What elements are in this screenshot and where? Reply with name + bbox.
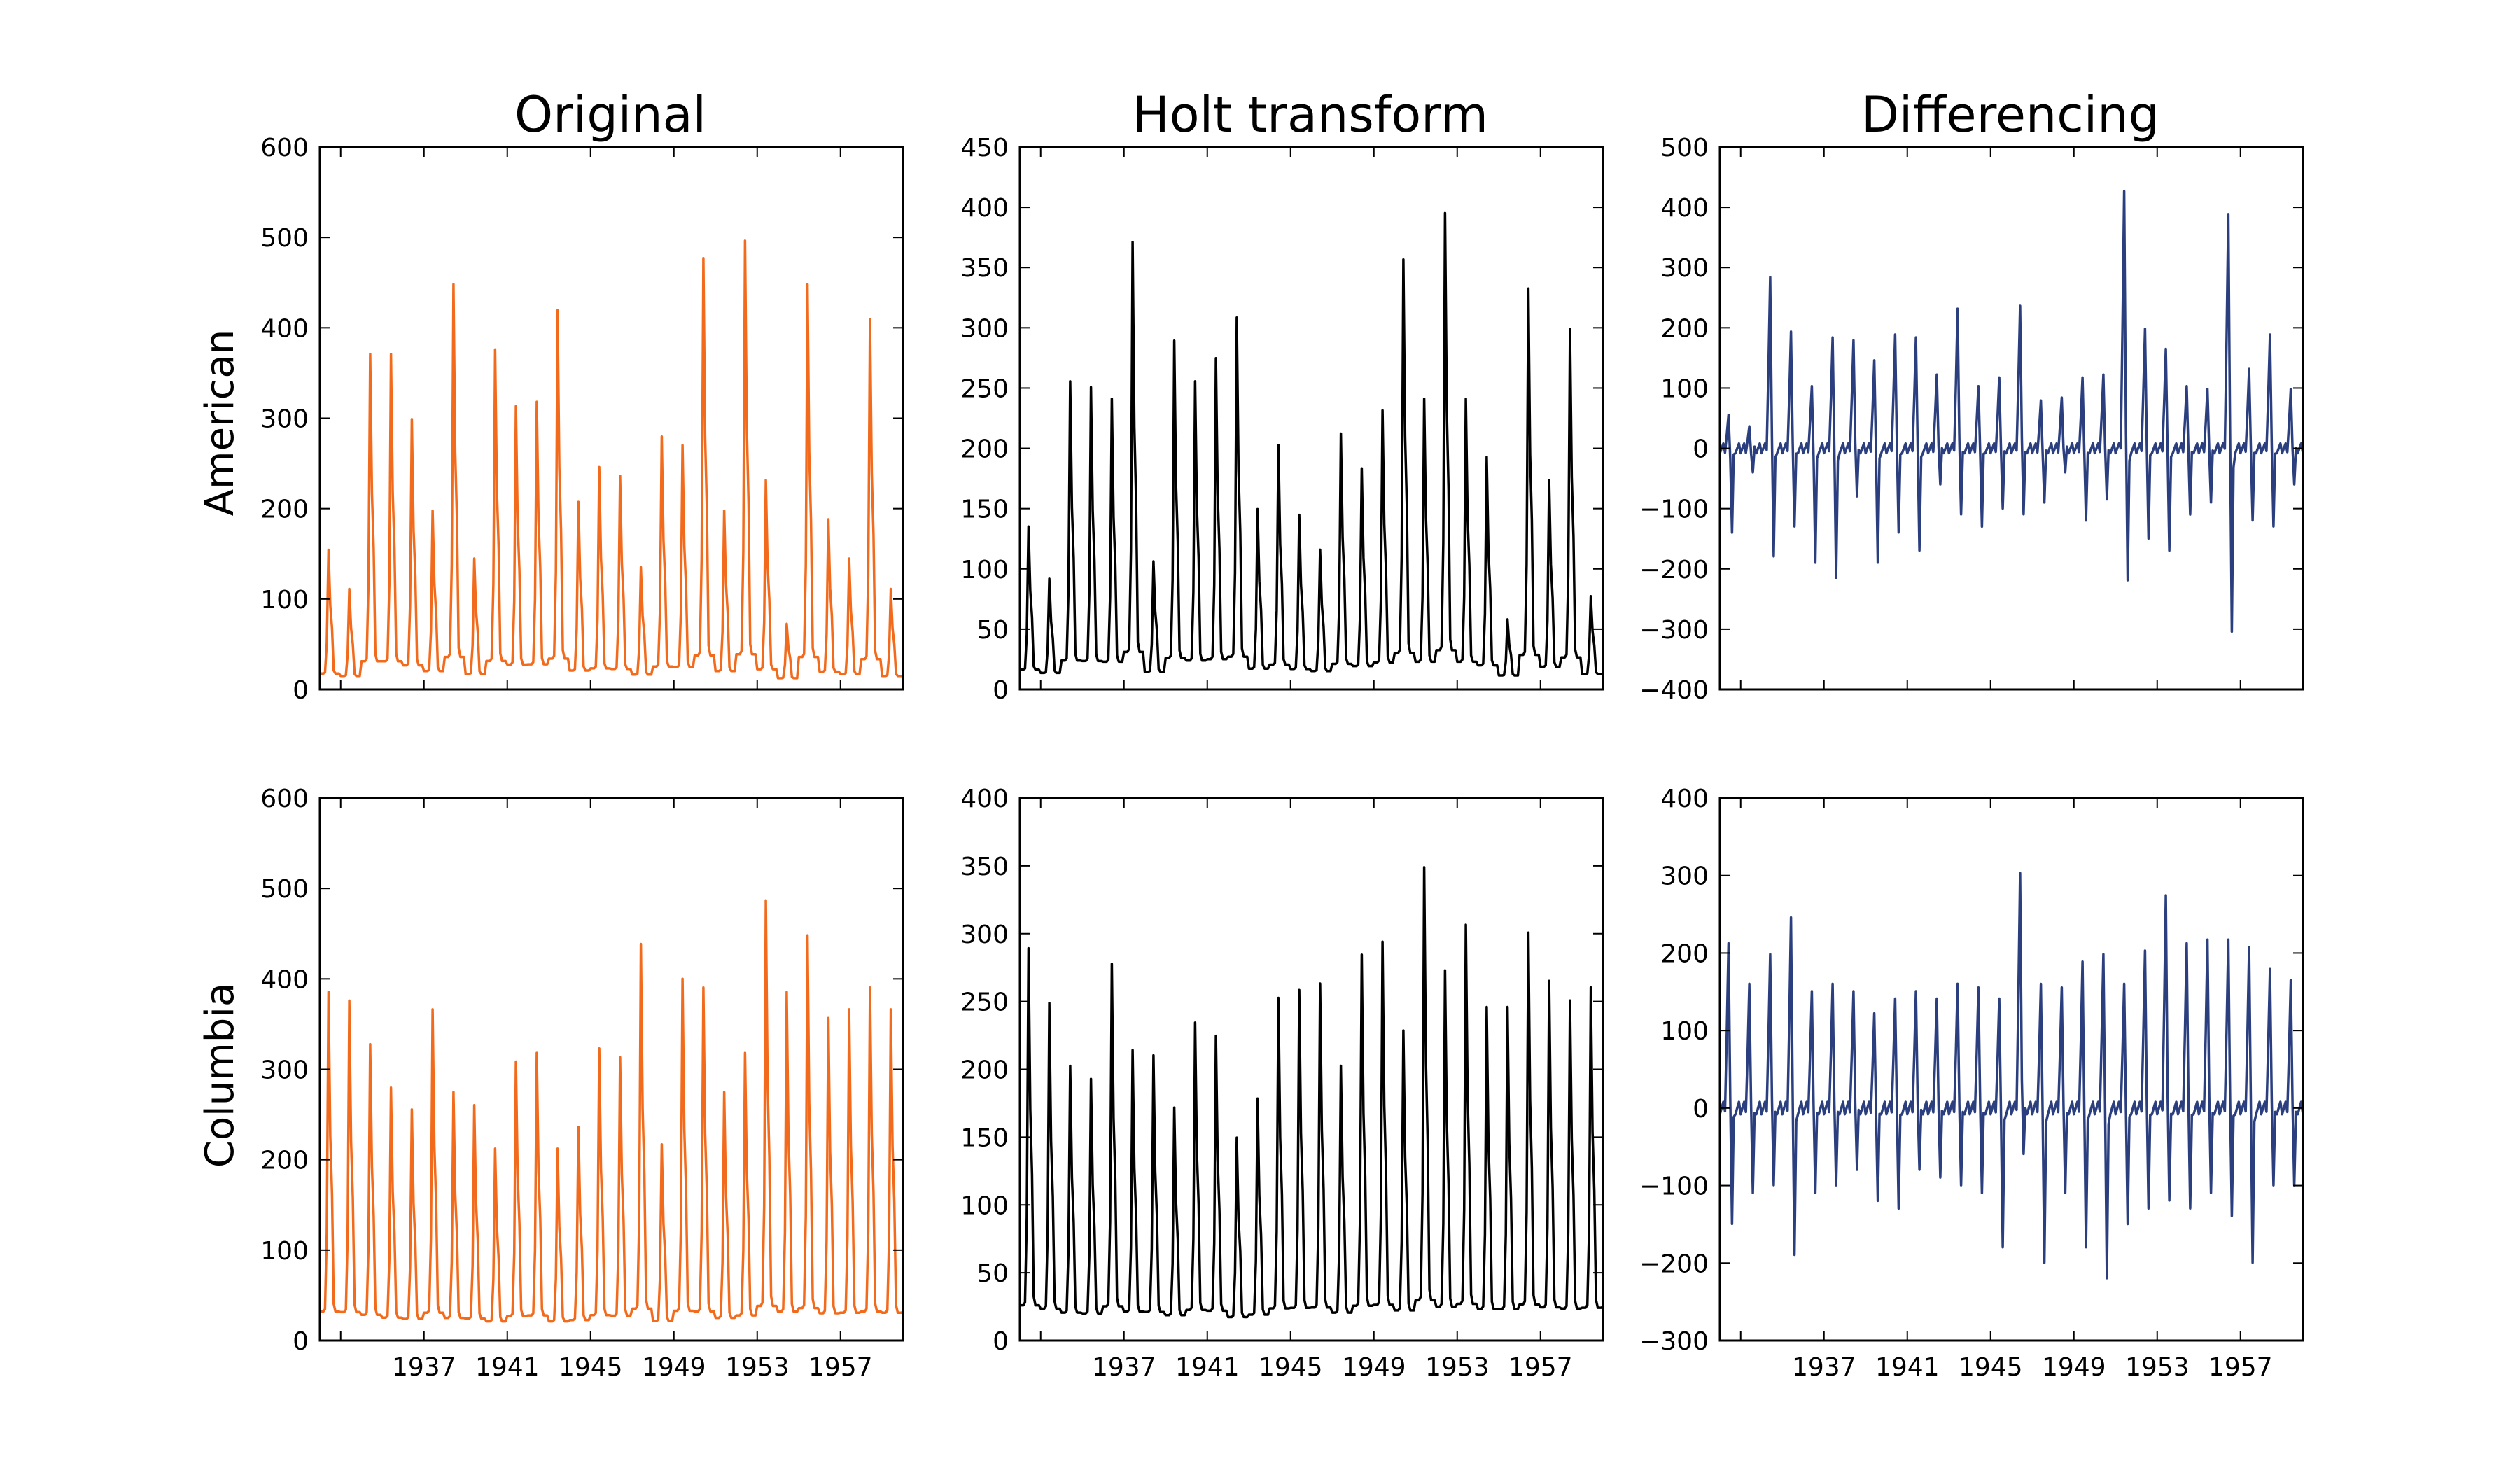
y-tick-label: 350 (960, 254, 1009, 283)
x-tick-label: 1953 (1425, 1353, 1490, 1382)
axes-frame (1018, 797, 1604, 1342)
x-tick-label: 1941 (475, 1353, 540, 1382)
y-tick-label: 0 (293, 676, 309, 705)
y-tick-label: 100 (1660, 1017, 1709, 1046)
panel-american-original: 0 100 200 300 400 500 600 (260, 134, 904, 705)
column-title-holt-transform: Holt transform (1133, 86, 1488, 144)
y-tick-label: 300 (1660, 254, 1709, 283)
y-tick-label: 500 (260, 875, 309, 904)
y-tick-label: 100 (960, 556, 1009, 584)
y-tick-label: 200 (1660, 939, 1709, 968)
y-tick-label: 50 (976, 616, 1009, 645)
y-tick-label: 0 (993, 676, 1009, 705)
y-tick-label: 100 (1660, 374, 1709, 403)
y-tick-label: −100 (1639, 496, 1709, 524)
x-tick-label: 1941 (1875, 1353, 1940, 1382)
y-tick-label: 0 (293, 1327, 309, 1356)
panel-columbia-original: 0 100 200 300 400 500 600 1937 1941 1945 1949 1953 1… (260, 785, 904, 1382)
x-tick-label: 1953 (725, 1353, 790, 1382)
y-tick-label: 0 (1693, 435, 1709, 464)
panel-columbia-holt-transform: 0 50 100 150 200 250 300 350 400 1937 1941 1945 1949… (960, 785, 1604, 1382)
x-tick-label: 1945 (1959, 1353, 2023, 1382)
y-tick-label: 0 (993, 1327, 1009, 1356)
y-tick-label: 350 (960, 853, 1009, 881)
y-tick-label: 450 (960, 134, 1009, 162)
x-tick-label: 1949 (1342, 1353, 1406, 1382)
panel-columbia-differencing: −300 −200 −100 0 100 200 300 400 1937 1941 1945 194… (1639, 785, 2304, 1382)
y-tick-label: 400 (260, 314, 309, 343)
y-tick-label: −300 (1639, 616, 1709, 645)
series-line (320, 899, 903, 1323)
axes-frame (318, 797, 904, 1342)
y-tick-label: 400 (260, 965, 309, 994)
y-tick-label: 100 (260, 1237, 309, 1266)
x-tick-label: 1957 (2208, 1353, 2273, 1382)
x-tick-label: 1941 (1175, 1353, 1240, 1382)
y-tick-label: 0 (1693, 1095, 1709, 1124)
y-tick-label: 300 (260, 405, 309, 434)
y-tick-label: 200 (260, 1147, 309, 1175)
y-tick-label: 500 (260, 224, 309, 253)
panel-american-holt-transform: 0 50 100 150 200 250 300 350 400 450 (960, 134, 1604, 705)
y-tick-label: 400 (960, 194, 1009, 223)
x-tick-label: 1945 (1259, 1353, 1323, 1382)
x-tick-label: 1949 (642, 1353, 706, 1382)
y-tick-label: −200 (1639, 1250, 1709, 1278)
y-tick-label: 150 (960, 496, 1009, 524)
y-tick-label: 400 (960, 785, 1009, 813)
x-tick-label: 1945 (559, 1353, 623, 1382)
x-tick-label: 1937 (1792, 1353, 1856, 1382)
x-tick-label: 1937 (1092, 1353, 1156, 1382)
y-tick-label: 200 (260, 496, 309, 524)
y-tick-label: 400 (1660, 194, 1709, 223)
panel-american-differencing: −400 −300 −200 −100 0 100 200 300 400 500 (1639, 134, 2304, 705)
y-tick-label: 300 (960, 920, 1009, 949)
y-tick-label: −200 (1639, 556, 1709, 584)
axes-frame (1718, 797, 2304, 1342)
series-line (320, 239, 903, 680)
y-tick-label: −100 (1639, 1172, 1709, 1201)
y-tick-label: 200 (1660, 314, 1709, 343)
y-tick-label: 600 (260, 134, 309, 162)
y-tick-label: 300 (1660, 862, 1709, 891)
series-line (1720, 190, 2303, 634)
y-tick-label: 600 (260, 785, 309, 813)
y-tick-label: 300 (960, 314, 1009, 343)
column-title-differencing: Differencing (1861, 86, 2160, 144)
x-tick-label: 1957 (1508, 1353, 1573, 1382)
y-tick-label: 250 (960, 988, 1009, 1017)
axes-frame (318, 146, 904, 691)
y-tick-label: 300 (260, 1056, 309, 1085)
x-tick-label: 1957 (808, 1353, 873, 1382)
x-tick-label: 1953 (2125, 1353, 2190, 1382)
y-tick-label: −300 (1639, 1327, 1709, 1356)
axes-frame (1018, 146, 1604, 691)
y-tick-label: 50 (976, 1259, 1009, 1288)
y-tick-label: 400 (1660, 785, 1709, 813)
y-tick-label: 100 (960, 1191, 1009, 1220)
row-label-columbia: Columbia (197, 983, 243, 1168)
column-title-original: Original (514, 86, 706, 144)
y-tick-label: 200 (960, 435, 1009, 464)
row-label-american: American (197, 330, 243, 517)
axes-frame (1718, 146, 2304, 691)
y-tick-label: −400 (1639, 676, 1709, 705)
series-line (1020, 866, 1603, 1319)
y-tick-label: 150 (960, 1124, 1009, 1152)
x-tick-label: 1937 (392, 1353, 456, 1382)
y-tick-label: 200 (960, 1056, 1009, 1085)
x-tick-label: 1949 (2042, 1353, 2106, 1382)
series-line (1020, 211, 1603, 677)
series-line (1720, 872, 2303, 1280)
y-tick-label: 250 (960, 374, 1009, 403)
y-tick-label: 500 (1660, 134, 1709, 162)
y-tick-label: 100 (260, 586, 309, 615)
